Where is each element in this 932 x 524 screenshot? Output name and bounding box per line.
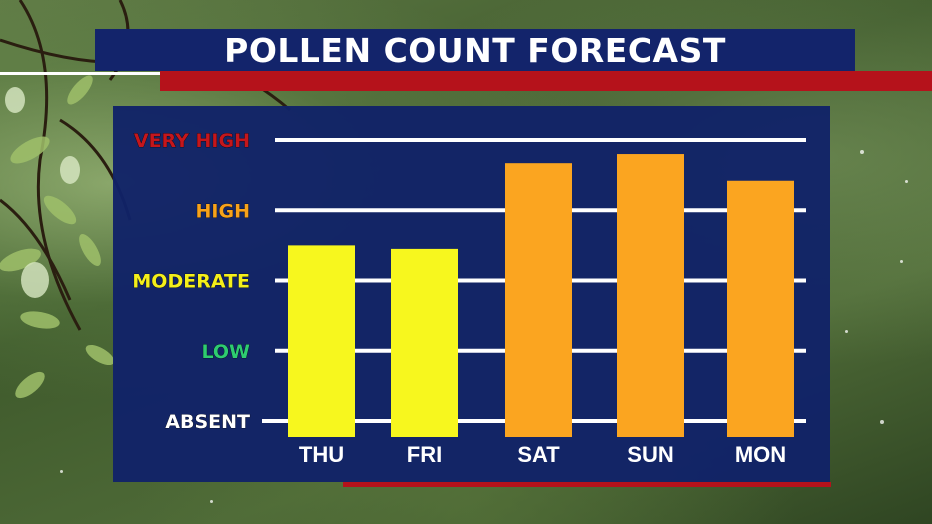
tree-branch-decoration: [0, 0, 291, 399]
pollen-speck: [900, 260, 903, 263]
bar-sat: [505, 163, 572, 437]
day-label-fri: FRI: [407, 442, 442, 467]
bar-fri: [391, 248, 458, 437]
bottom-red-bar: [343, 482, 831, 487]
level-label-absent: ABSENT: [165, 411, 250, 433]
day-label-mon: MON: [735, 442, 786, 467]
title-red-bar: [160, 71, 932, 91]
pollen-speck: [860, 150, 864, 154]
bar-mon: [727, 180, 794, 437]
day-label-sat: SAT: [517, 442, 560, 467]
level-label-moderate: MODERATE: [132, 271, 250, 293]
level-label-very-high: VERY HIGH: [134, 130, 250, 152]
chart-title: POLLEN COUNT FORECAST: [224, 30, 726, 70]
day-label-sun: SUN: [627, 442, 673, 467]
pollen-speck: [210, 500, 213, 503]
pollen-speck: [880, 420, 884, 424]
pollen-speck: [905, 180, 908, 183]
pollen-speck: [60, 470, 63, 473]
pollen-speck: [845, 330, 848, 333]
bar-sun: [617, 154, 684, 438]
title-accent-line: [0, 72, 160, 75]
level-label-low: LOW: [201, 341, 250, 363]
day-label-thu: THU: [299, 442, 344, 467]
title-banner: POLLEN COUNT FORECAST: [95, 29, 855, 71]
level-label-high: HIGH: [196, 200, 250, 222]
bar-thu: [288, 245, 355, 437]
